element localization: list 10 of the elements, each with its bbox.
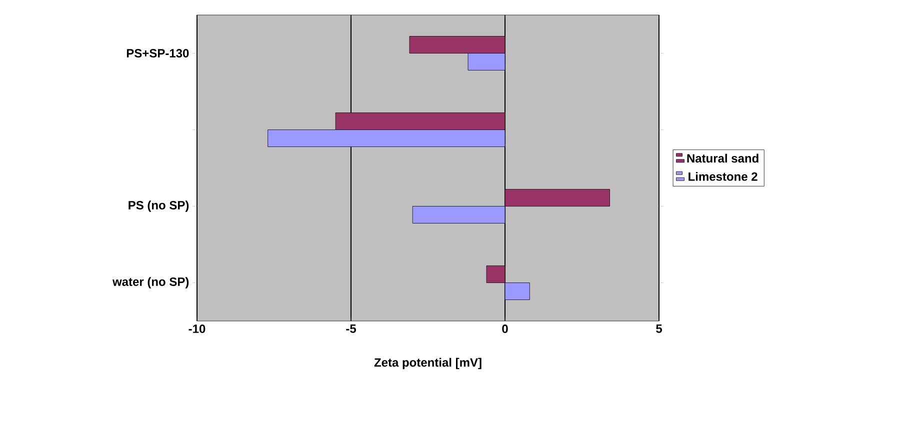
legend-label: Limestone 2 <box>688 172 758 181</box>
x-tick-label: -10 <box>188 324 206 334</box>
x-tick-label: 0 <box>502 324 508 334</box>
x-tick-label: 5 <box>656 324 662 333</box>
y-tick-label: water (no SP) <box>112 277 189 288</box>
y-tick-label: PS (no SP) <box>128 200 189 212</box>
x-axis-title: Zeta potential [mV] <box>374 358 482 370</box>
x-tick-label: -5 <box>346 324 356 333</box>
y-tick-label: PS+SP-130 <box>126 48 189 58</box>
legend-label: Natural sand <box>687 154 758 163</box>
